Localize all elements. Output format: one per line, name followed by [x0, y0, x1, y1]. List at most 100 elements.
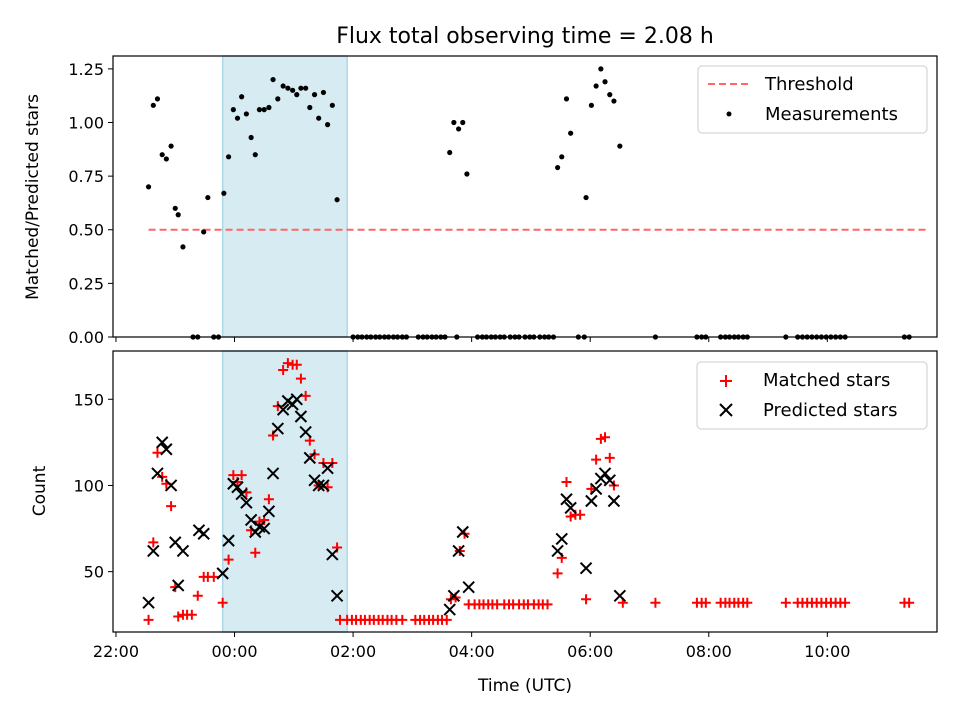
- legend-measurements-swatch: [726, 111, 732, 117]
- measurement-point: [275, 96, 281, 102]
- bottom-legend: Matched stars Predicted stars: [696, 361, 928, 430]
- bottom-y-axis-label: Count: [30, 465, 50, 516]
- predicted-point: [147, 544, 160, 558]
- predicted-point: [155, 436, 169, 449]
- measurement-point: [464, 171, 470, 177]
- measurement-point: [559, 154, 565, 160]
- chart-title: Flux total observing time = 2.08 h: [336, 24, 714, 49]
- predicted-point: [142, 596, 155, 609]
- predicted-point: [164, 479, 178, 492]
- matched-point: [143, 614, 154, 625]
- measurement-point: [588, 102, 594, 108]
- measurement-point: [298, 85, 304, 91]
- measurement-point: [294, 92, 300, 98]
- x-tick-label: 08:00: [686, 642, 732, 661]
- predicted-point: [551, 544, 564, 558]
- bottom-y-tick-label: 100: [73, 476, 104, 495]
- matched-point: [742, 597, 753, 608]
- measurement-point: [280, 83, 286, 89]
- top-legend-box: [697, 65, 928, 134]
- legend-matched-swatch: [720, 375, 732, 387]
- matched-point: [291, 359, 302, 370]
- legend-measurements-label: Measurements: [765, 104, 898, 125]
- measurement-point: [256, 107, 263, 113]
- predicted-point: [452, 544, 465, 558]
- measurement-point: [230, 107, 236, 113]
- predicted-point: [326, 548, 339, 561]
- predicted-point: [240, 496, 253, 509]
- measurement-point: [598, 66, 604, 72]
- measurement-point: [248, 134, 254, 141]
- measurement-point: [154, 96, 161, 102]
- measurement-point: [334, 197, 340, 203]
- x-tick-label: 04:00: [449, 642, 495, 661]
- matched-point: [780, 597, 791, 608]
- top-y-tick-label: 0.75: [68, 167, 104, 186]
- measurement-point: [205, 194, 211, 201]
- matched-point: [600, 432, 611, 443]
- predicted-point: [555, 532, 568, 546]
- predicted-point: [172, 579, 185, 592]
- measurement-point: [270, 76, 276, 83]
- matched-point: [904, 597, 915, 608]
- matched-point: [581, 594, 592, 605]
- measurement-point: [324, 122, 331, 128]
- matched-point: [542, 599, 553, 610]
- predicted-point: [266, 467, 280, 480]
- measurement-point: [320, 89, 327, 96]
- matched-point: [565, 511, 576, 522]
- measurement-point: [456, 126, 462, 132]
- measurement-point: [266, 104, 272, 111]
- measurement-point: [243, 111, 249, 117]
- predicted-point: [330, 589, 344, 603]
- predicted-point: [321, 462, 334, 475]
- matched-point: [250, 547, 261, 558]
- bottom-y-tick-label: 150: [73, 390, 104, 409]
- predicted-point: [607, 494, 621, 508]
- measurement-point: [180, 244, 186, 250]
- measurement-point: [145, 184, 152, 190]
- matched-point: [152, 447, 163, 458]
- matched-point: [561, 477, 572, 488]
- measurement-point: [451, 119, 457, 126]
- measurement-point: [303, 85, 309, 91]
- measurement-point: [316, 115, 322, 121]
- x-axis-label: Time (UTC): [477, 676, 572, 696]
- measurement-point: [201, 229, 207, 235]
- measurement-point: [172, 205, 178, 211]
- matched-point: [186, 609, 197, 620]
- top-y-tick-label: 1.25: [68, 60, 104, 79]
- predicted-point: [589, 482, 603, 496]
- x-tick-label: 22:00: [93, 642, 139, 661]
- predicted-point: [312, 479, 325, 492]
- measurement-point: [307, 104, 313, 111]
- x-tick-label: 00:00: [211, 642, 257, 661]
- matched-point: [166, 501, 177, 512]
- measurement-point: [261, 107, 267, 113]
- bottom-y-tick-label: 50: [84, 563, 104, 582]
- matched-point: [173, 611, 184, 622]
- x-tick-label: 02:00: [330, 642, 376, 661]
- predicted-point: [603, 474, 616, 487]
- predicted-point: [564, 501, 577, 515]
- matched-point: [208, 571, 219, 582]
- legend-threshold-label: Threshold: [764, 74, 854, 95]
- measurement-point: [234, 115, 241, 121]
- measurement-point: [460, 119, 466, 126]
- bottom-legend-box: [696, 361, 928, 430]
- predicted-point: [447, 589, 461, 603]
- predicted-point: [579, 562, 593, 575]
- predicted-point: [271, 422, 285, 435]
- measurement-point: [593, 83, 599, 89]
- predicted-point: [456, 525, 469, 539]
- measurement-point: [563, 96, 570, 102]
- matched-point: [591, 454, 602, 465]
- top-y-tick-label: 1.00: [68, 113, 104, 132]
- predicted-point: [299, 425, 312, 439]
- predicted-point: [613, 589, 627, 603]
- measurement-point: [607, 92, 613, 98]
- legend-predicted-label: Predicted stars: [763, 400, 897, 421]
- matched-point: [650, 597, 661, 608]
- matched-point: [575, 509, 586, 520]
